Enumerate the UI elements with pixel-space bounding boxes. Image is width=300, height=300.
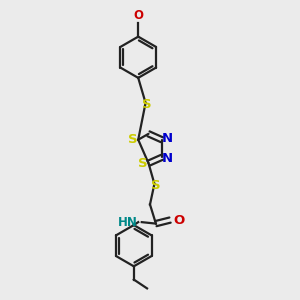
Text: N: N [162, 132, 173, 145]
Text: O: O [133, 9, 143, 22]
Text: O: O [174, 214, 185, 226]
Text: S: S [142, 98, 152, 111]
Text: S: S [138, 157, 148, 170]
Text: N: N [162, 152, 173, 165]
Text: S: S [128, 133, 138, 146]
Text: HN: HN [118, 216, 138, 229]
Text: S: S [151, 178, 160, 191]
